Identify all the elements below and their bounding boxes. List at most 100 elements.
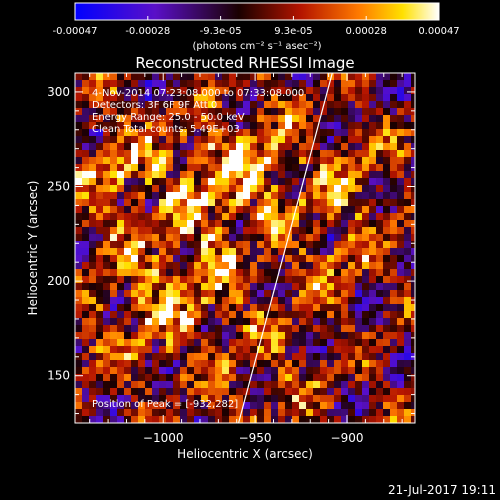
heatmap-cell (292, 290, 299, 297)
heatmap-cell (278, 367, 285, 374)
heatmap-cell (145, 234, 152, 241)
heatmap-cell (383, 115, 390, 122)
heatmap-cell (369, 241, 376, 248)
heatmap-cell (404, 164, 411, 171)
heatmap-cell (89, 143, 96, 150)
heatmap-cell (397, 87, 404, 94)
heatmap-cell (222, 241, 229, 248)
heatmap-cell (397, 339, 404, 346)
heatmap-cell (194, 157, 201, 164)
heatmap-cell (404, 276, 411, 283)
heatmap-cell (306, 80, 313, 87)
heatmap-cell (222, 227, 229, 234)
heatmap-cell (271, 115, 278, 122)
heatmap-cell (285, 283, 292, 290)
heatmap-cell (145, 276, 152, 283)
heatmap-cell (369, 94, 376, 101)
heatmap-cell (369, 311, 376, 318)
heatmap-cell (376, 388, 383, 395)
heatmap-cell (264, 248, 271, 255)
heatmap-cell (397, 388, 404, 395)
heatmap-cell (264, 122, 271, 129)
heatmap-cell (271, 248, 278, 255)
heatmap-cell (411, 332, 415, 339)
heatmap-cell (82, 206, 89, 213)
heatmap-cell (96, 374, 103, 381)
heatmap-cell (75, 199, 82, 206)
heatmap-cell (243, 255, 250, 262)
heatmap-cell (243, 94, 250, 101)
heatmap-cell (173, 157, 180, 164)
heatmap-cell (222, 374, 229, 381)
heatmap-cell (89, 241, 96, 248)
heatmap-cell (89, 332, 96, 339)
heatmap-cell (306, 311, 313, 318)
heatmap-cell (173, 402, 180, 409)
heatmap-cell (152, 157, 159, 164)
heatmap-cell (145, 185, 152, 192)
heatmap-cell (173, 297, 180, 304)
heatmap-cell (131, 220, 138, 227)
heatmap-cell (376, 332, 383, 339)
heatmap-cell (131, 360, 138, 367)
heatmap-cell (327, 199, 334, 206)
heatmap-cell (285, 150, 292, 157)
heatmap-cell (404, 241, 411, 248)
heatmap-cell (327, 269, 334, 276)
heatmap-cell (278, 241, 285, 248)
heatmap-cell (82, 143, 89, 150)
heatmap-cell (383, 150, 390, 157)
heatmap-cell (89, 367, 96, 374)
heatmap-cell (222, 255, 229, 262)
heatmap-cell (131, 395, 138, 402)
heatmap-cell (278, 346, 285, 353)
heatmap-cell (341, 178, 348, 185)
heatmap-cell (131, 283, 138, 290)
heatmap-cell (362, 129, 369, 136)
heatmap-cell (201, 241, 208, 248)
heatmap-cell (285, 402, 292, 409)
heatmap-cell (173, 234, 180, 241)
heatmap-cell (201, 101, 208, 108)
heatmap-cell (82, 213, 89, 220)
heatmap-cell (222, 395, 229, 402)
heatmap-cell (250, 122, 257, 129)
heatmap-cell (124, 108, 131, 115)
heatmap-cell (243, 108, 250, 115)
heatmap-cell (271, 199, 278, 206)
heatmap-cell (271, 374, 278, 381)
heatmap-cell (264, 227, 271, 234)
heatmap-cell (96, 290, 103, 297)
heatmap-cell (103, 276, 110, 283)
heatmap-cell (145, 269, 152, 276)
heatmap-cell (243, 346, 250, 353)
heatmap-cell (124, 283, 131, 290)
heatmap-cell (229, 248, 236, 255)
heatmap-cell (75, 248, 82, 255)
heatmap-cell (75, 290, 82, 297)
detectors-text: Detectors: 3F 6F 9F Att 0 (92, 100, 217, 111)
heatmap-cell (327, 381, 334, 388)
heatmap-cell (110, 122, 117, 129)
heatmap-cell (96, 122, 103, 129)
heatmap-cell (180, 311, 187, 318)
heatmap-cell (264, 269, 271, 276)
heatmap-cell (250, 80, 257, 87)
heatmap-cell (82, 80, 89, 87)
heatmap-cell (159, 136, 166, 143)
heatmap-cell (173, 318, 180, 325)
heatmap-cell (103, 234, 110, 241)
heatmap-cell (103, 290, 110, 297)
heatmap-cell (75, 87, 82, 94)
heatmap-cell (159, 143, 166, 150)
heatmap-cell (264, 416, 271, 423)
heatmap-cell (243, 143, 250, 150)
heatmap-cell (173, 416, 180, 423)
heatmap-cell (187, 129, 194, 136)
heatmap-cell (341, 80, 348, 87)
heatmap-cell (250, 136, 257, 143)
heatmap-cell (313, 185, 320, 192)
heatmap-cell (229, 171, 236, 178)
heatmap-cell (313, 395, 320, 402)
heatmap-cell (285, 87, 292, 94)
